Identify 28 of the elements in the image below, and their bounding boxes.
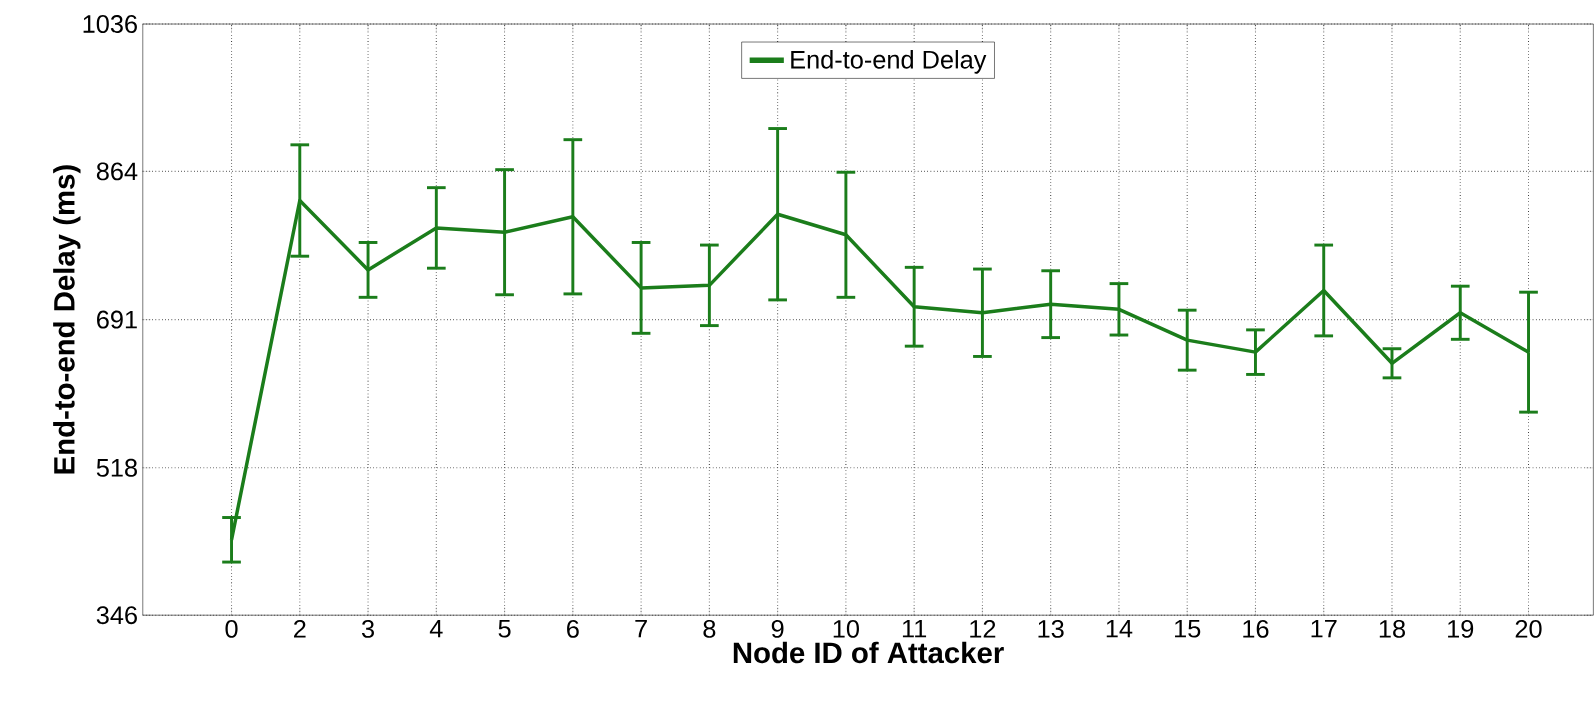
- x-tick-label: 20: [1515, 620, 1542, 639]
- y-tick-label: 1036: [83, 15, 137, 34]
- x-tick-label: 9: [771, 620, 784, 639]
- legend-label: End-to-end Delay: [791, 50, 987, 74]
- x-tick-label: 10: [833, 620, 859, 639]
- x-tick-label: 4: [429, 620, 443, 638]
- x-tick-label: 18: [1379, 620, 1405, 639]
- x-axis-title: Node ID of Attacker: [733, 641, 1004, 664]
- y-tick-label: 691: [97, 310, 137, 329]
- y-axis-title: End-to-end Delay (ms): [53, 165, 81, 474]
- x-tick-label: 14: [1106, 620, 1133, 638]
- x-tick-label: 16: [1243, 620, 1269, 639]
- x-tick-label: 6: [567, 620, 579, 639]
- x-tick-label: 7: [635, 620, 647, 638]
- x-tick-label: 13: [1038, 620, 1064, 639]
- y-tick-label: 864: [96, 162, 138, 181]
- x-tick-label: 8: [703, 620, 716, 639]
- x-tick-label: 5: [498, 620, 511, 638]
- x-tick-label: 17: [1311, 620, 1337, 638]
- x-tick-label: 3: [361, 620, 374, 639]
- x-tick-label: 11: [902, 620, 927, 638]
- x-tick-label: 0: [225, 620, 238, 639]
- x-tick-label: 2: [294, 620, 306, 638]
- y-tick-label: 518: [96, 459, 137, 477]
- x-tick-label: 12: [970, 620, 996, 638]
- y-tick-label: 346: [96, 606, 137, 625]
- x-tick-label: 19: [1448, 620, 1474, 639]
- x-tick-label: 15: [1175, 620, 1201, 638]
